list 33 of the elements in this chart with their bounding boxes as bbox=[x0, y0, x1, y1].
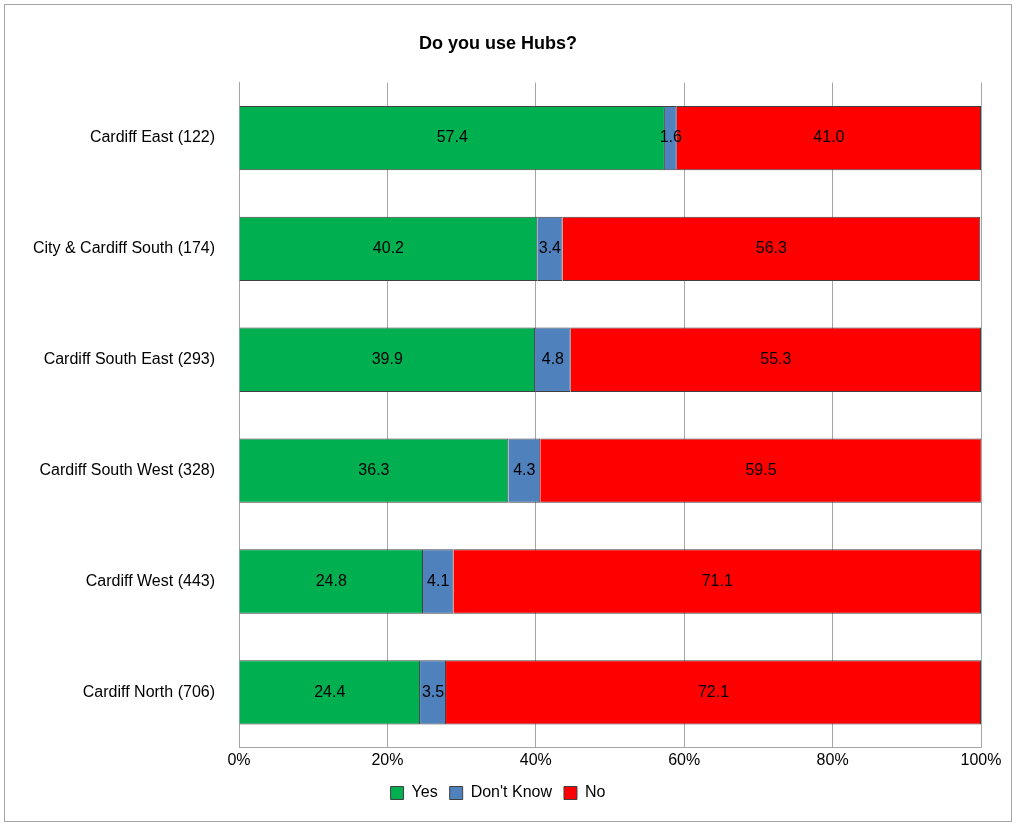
data-label: 36.3 bbox=[358, 461, 390, 479]
data-label: 72.1 bbox=[697, 682, 730, 700]
legend-label: No bbox=[584, 783, 606, 801]
data-label: 4.1 bbox=[427, 571, 450, 589]
data-label: 39.9 bbox=[371, 350, 403, 368]
x-tick-label: 0% bbox=[227, 750, 251, 768]
legend-label: Yes bbox=[411, 783, 438, 801]
y-tick-label: Cardiff West (443) bbox=[85, 571, 216, 589]
data-label: 41.0 bbox=[813, 128, 845, 146]
data-label: 24.8 bbox=[315, 571, 347, 589]
data-label: 57.4 bbox=[436, 128, 468, 146]
x-tick-label: 20% bbox=[371, 750, 404, 768]
x-tick-label: 80% bbox=[816, 750, 849, 768]
data-label: 24.4 bbox=[314, 682, 346, 700]
legend-label: Don't Know bbox=[470, 783, 553, 801]
data-label: 59.5 bbox=[745, 461, 777, 479]
y-tick-label: City & Cardiff South (174) bbox=[32, 239, 216, 257]
x-tick-label: 40% bbox=[519, 750, 552, 768]
data-label: 4.8 bbox=[541, 350, 565, 368]
data-label: 55.3 bbox=[760, 350, 792, 368]
y-tick-label: Cardiff North (706) bbox=[82, 682, 216, 700]
y-tick-label: Cardiff East (122) bbox=[89, 128, 216, 146]
data-label: 56.3 bbox=[755, 239, 788, 257]
data-label: 40.2 bbox=[372, 239, 405, 257]
data-label: 3.5 bbox=[421, 682, 445, 700]
y-tick-label: Cardiff South West (328) bbox=[39, 461, 216, 479]
y-tick-label: Cardiff South East (293) bbox=[43, 350, 216, 368]
data-label: 3.4 bbox=[538, 239, 562, 257]
data-label: 4.3 bbox=[513, 461, 536, 479]
x-tick-label: 60% bbox=[668, 750, 701, 768]
chart-title: Do you use Hubs? bbox=[418, 32, 578, 53]
data-label: 71.1 bbox=[701, 571, 733, 589]
x-tick-label: 100% bbox=[960, 750, 1002, 768]
